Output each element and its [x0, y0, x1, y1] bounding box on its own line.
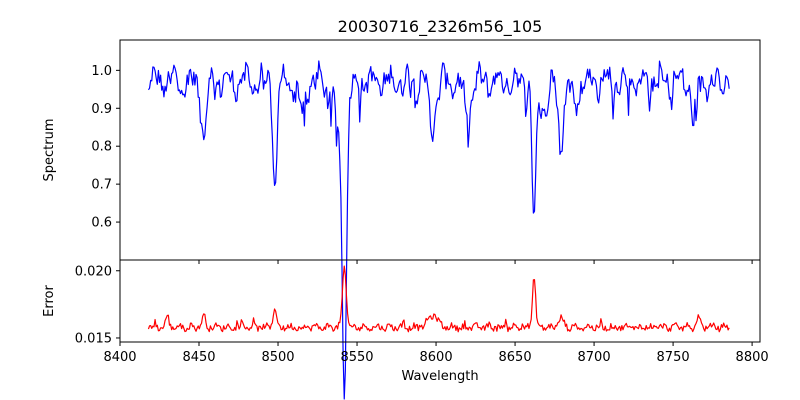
x-tick-label: 8650	[499, 350, 532, 365]
spectrum-series-line	[147, 60, 730, 400]
error-axes-frame	[119, 259, 761, 343]
x-tick-label: 8450	[182, 350, 215, 365]
error-panel: 0.015 0.020 8400 8450 8500 8550 8600 8650 8700 87…	[75, 259, 769, 365]
error-series-line	[147, 265, 730, 333]
x-tick-label: 8750	[657, 350, 690, 365]
spectrum-y-tick-label: 0.8	[91, 140, 112, 155]
x-tick-label: 8800	[736, 350, 769, 365]
error-y-label: Error	[42, 285, 57, 317]
error-y-tick-label: 0.015	[75, 331, 112, 346]
spectrum-y-tick-label: 0.6	[91, 216, 112, 231]
x-tick-label: 8500	[261, 350, 294, 365]
x-tick-label: 8600	[420, 350, 453, 365]
chart-title: 20030716_2326m56_105	[338, 17, 543, 37]
spectrum-y-label: Spectrum	[42, 119, 57, 182]
x-tick-label: 8550	[340, 350, 373, 365]
spectrum-y-tick-label: 0.7	[91, 178, 112, 193]
spectrum-y-tick-label: 0.9	[91, 102, 112, 117]
x-axis-label: Wavelength	[401, 369, 478, 384]
error-y-tick-label: 0.020	[75, 264, 112, 279]
x-tick-label: 8700	[578, 350, 611, 365]
x-tick-label: 8400	[103, 350, 136, 365]
spectrum-y-tick-label: 1.0	[91, 64, 112, 79]
